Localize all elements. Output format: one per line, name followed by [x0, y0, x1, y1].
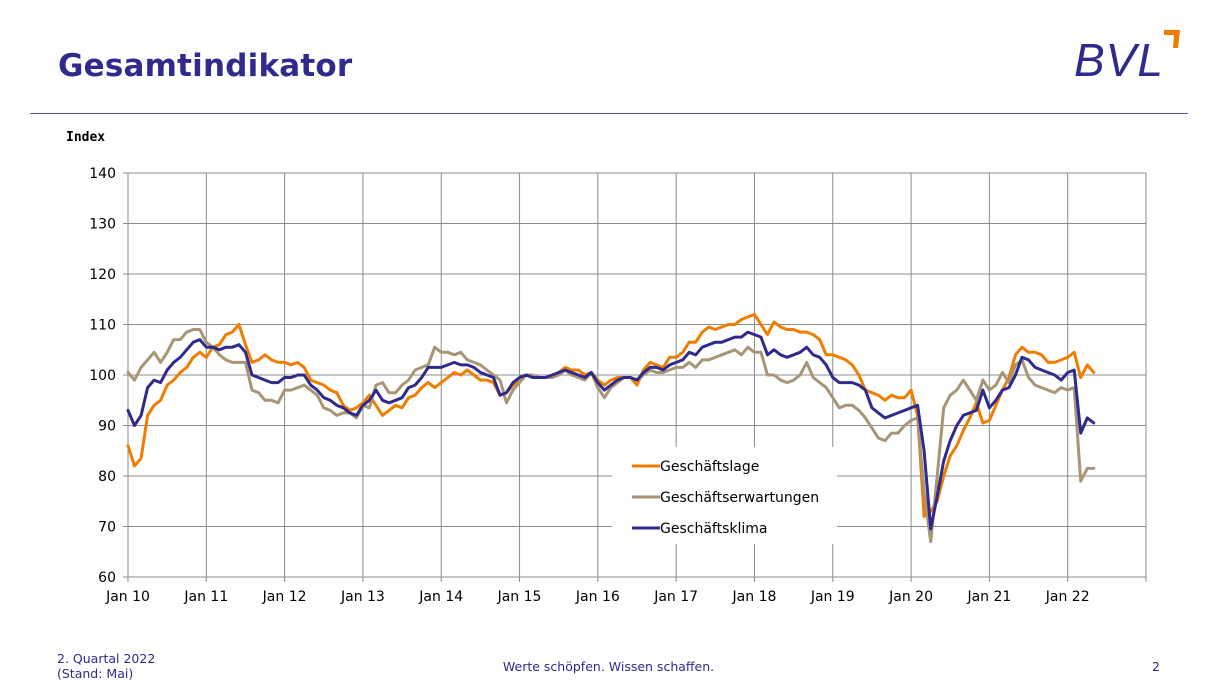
x-tick-label: Jan 15 [497, 589, 542, 605]
x-tick-label: Jan 12 [262, 589, 307, 605]
footer-slogan: Werte schöpfen. Wissen schaffen. [502, 659, 715, 674]
header-divider [30, 113, 1188, 114]
footer-period-line2: (Stand: Mai) [57, 666, 134, 681]
series-line-3 [126, 330, 1096, 531]
page-title: Gesamtindikator [58, 48, 353, 84]
x-tick-label: Jan 22 [1045, 589, 1090, 605]
x-tick-label: Jan 20 [888, 589, 933, 605]
y-tick-label: 120 [89, 267, 116, 283]
x-tick-label: Jan 21 [966, 589, 1011, 605]
footer-period-line1: 2. Quartal 2022 [57, 651, 156, 666]
x-tick-label: Jan 18 [732, 589, 777, 605]
legend-label: Geschäftslage [660, 459, 759, 475]
x-axis-ticks: Jan 10 Jan 11 Jan 12 Jan 13 Jan 14 Jan 15 Jan … [105, 577, 1147, 605]
y-tick-label: 80 [98, 469, 116, 485]
chart-axes [127, 172, 1146, 578]
y-tick-label: 140 [89, 166, 116, 182]
y-tick-label: 100 [89, 368, 116, 384]
x-tick-label: Jan 16 [575, 589, 620, 605]
y-tick-label: 70 [98, 520, 116, 536]
y-tick-label: 60 [98, 570, 116, 586]
series-line-1 [126, 312, 1096, 518]
y-tick-label: 90 [98, 419, 116, 435]
x-tick-label: Jan 14 [418, 589, 463, 605]
legend-label: Geschäftserwartungen [660, 490, 819, 506]
y-tick-label: 130 [89, 217, 116, 233]
x-tick-label: Jan 17 [653, 589, 698, 605]
y-tick-label: 110 [89, 318, 116, 334]
page-number: 2 [1152, 659, 1160, 674]
chart-grid [128, 172, 1147, 578]
x-tick-label: Jan 19 [810, 589, 855, 605]
logo-text: BVL [1074, 34, 1164, 84]
x-tick-label: Jan 10 [105, 589, 150, 605]
y-axis-ticks: 60 70 80 90 100 110 120 130 140 [89, 166, 128, 586]
y-axis-label: Index [66, 130, 105, 145]
bvl-logo: BVL [1074, 30, 1180, 84]
x-tick-label: Jan 11 [183, 589, 228, 605]
logo-accent-icon [1164, 30, 1180, 48]
legend-label: Geschäftsklima [660, 521, 767, 537]
chart-legend: Geschäftslage Geschäftserwartungen Geschäf… [632, 459, 819, 537]
chart-series [126, 312, 1096, 544]
x-tick-label: Jan 13 [340, 589, 385, 605]
footer-period: 2. Quartal 2022 (Stand: Mai) [57, 651, 155, 681]
